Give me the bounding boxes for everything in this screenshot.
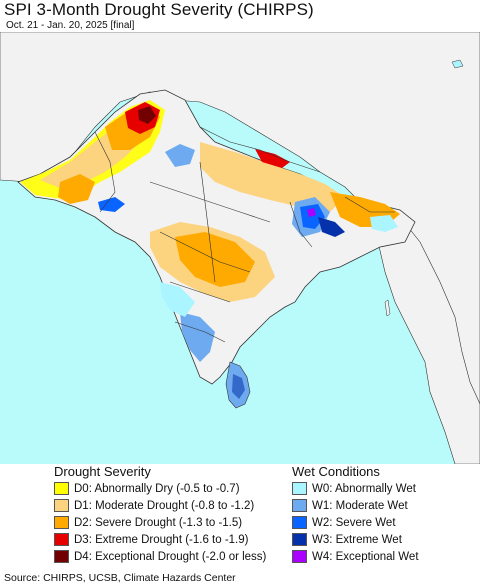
border-northeast: [344, 196, 395, 213]
legend-item-w4: W4: Exceptional Wet: [292, 548, 419, 565]
drought-map: [0, 32, 480, 464]
w1-gujarat: [98, 197, 125, 212]
neighbor-land-east: [377, 206, 480, 464]
state-line-4: [174, 321, 226, 343]
source-credit: Source: CHIRPS, UCSB, Climate Hazards Ce…: [4, 572, 236, 584]
map-title: SPI 3-Month Drought Severity (CHIRPS): [4, 0, 314, 19]
legend-label-w1: W1: Moderate Wet: [312, 499, 408, 512]
admin-boundaries: [94, 126, 395, 343]
w0-south-india: [160, 282, 195, 317]
legend-item-w0: W0: Abnormally Wet: [292, 480, 419, 497]
border-himalaya: [199, 126, 321, 173]
w2-bengal: [300, 204, 325, 229]
legend-item-d2: D2: Severe Drought (-1.3 to -1.5): [54, 514, 266, 531]
legend-label-d2: D2: Severe Drought (-1.3 to -1.5): [74, 516, 243, 529]
w1-south-india: [180, 312, 215, 362]
map-subtitle: Oct. 21 - Jan. 20, 2025 [final]: [6, 20, 135, 31]
legend-item-d3: D3: Extreme Drought (-1.6 to -1.9): [54, 531, 266, 548]
d1-gangetic: [200, 142, 345, 212]
w1-assam: [370, 215, 398, 232]
legend-item-w3: W3: Extreme Wet: [292, 531, 419, 548]
state-line-1: [149, 181, 271, 223]
legend-swatch-d2: [54, 516, 69, 529]
legend-item-d0: D0: Abnormally Dry (-0.5 to -0.7): [54, 480, 266, 497]
legend-swatch-d0: [54, 482, 69, 495]
legend-swatch-d1: [54, 499, 69, 512]
legend-label-d3: D3: Extreme Drought (-1.6 to -1.9): [74, 533, 249, 546]
andaman-islands: [384, 299, 391, 317]
drought-legend-heading: Drought Severity: [54, 464, 151, 479]
legend-swatch-w0: [292, 482, 307, 495]
map-canvas: [0, 32, 480, 464]
sri-lanka-core: [232, 374, 245, 399]
w3-bangladesh: [318, 217, 345, 237]
map-header: SPI 3-Month Drought Severity (CHIRPS) Oc…: [0, 0, 480, 32]
legend: Drought Severity D0: Abnormally Dry (-0.…: [0, 464, 480, 570]
legend-label-w2: W2: Severe Wet: [312, 516, 396, 529]
state-line-2: [159, 231, 251, 273]
wet-legend-heading: Wet Conditions: [292, 464, 380, 479]
legend-label-w3: W3: Extreme Wet: [312, 533, 402, 546]
legend-item-d4: D4: Exceptional Drought (-2.0 or less): [54, 548, 266, 565]
island-east: [451, 59, 464, 69]
border-india-pakistan: [94, 131, 116, 213]
wet-legend: Wet Conditions W0: Abnormally Wet W1: Mo…: [292, 464, 419, 565]
state-line-3: [169, 281, 231, 303]
legend-label-d0: D0: Abnormally Dry (-0.5 to -0.7): [74, 482, 240, 495]
legend-item-w1: W1: Moderate Wet: [292, 497, 419, 514]
legend-swatch-w4: [292, 550, 307, 563]
legend-item-d1: D1: Moderate Drought (-0.8 to -1.2): [54, 497, 266, 514]
d3-nepal: [255, 149, 290, 168]
d2-west-coast: [58, 174, 95, 204]
legend-swatch-w1: [292, 499, 307, 512]
w4-bengal: [307, 208, 316, 217]
d4-kashmir: [138, 106, 156, 124]
drought-legend: Drought Severity D0: Abnormally Dry (-0.…: [54, 464, 266, 565]
legend-swatch-w2: [292, 516, 307, 529]
legend-swatch-w3: [292, 533, 307, 546]
legend-label-w4: W4: Exceptional Wet: [312, 550, 419, 563]
w1-rajasthan: [165, 144, 195, 167]
legend-swatch-d3: [54, 533, 69, 546]
legend-swatch-d4: [54, 550, 69, 563]
legend-label-d1: D1: Moderate Drought (-0.8 to -1.2): [74, 499, 255, 512]
legend-item-w2: W2: Severe Wet: [292, 514, 419, 531]
legend-label-d4: D4: Exceptional Drought (-2.0 or less): [74, 550, 267, 563]
border-india-bangladesh: [289, 201, 313, 248]
state-line-5: [199, 161, 216, 283]
legend-label-w0: W0: Abnormally Wet: [312, 482, 416, 495]
